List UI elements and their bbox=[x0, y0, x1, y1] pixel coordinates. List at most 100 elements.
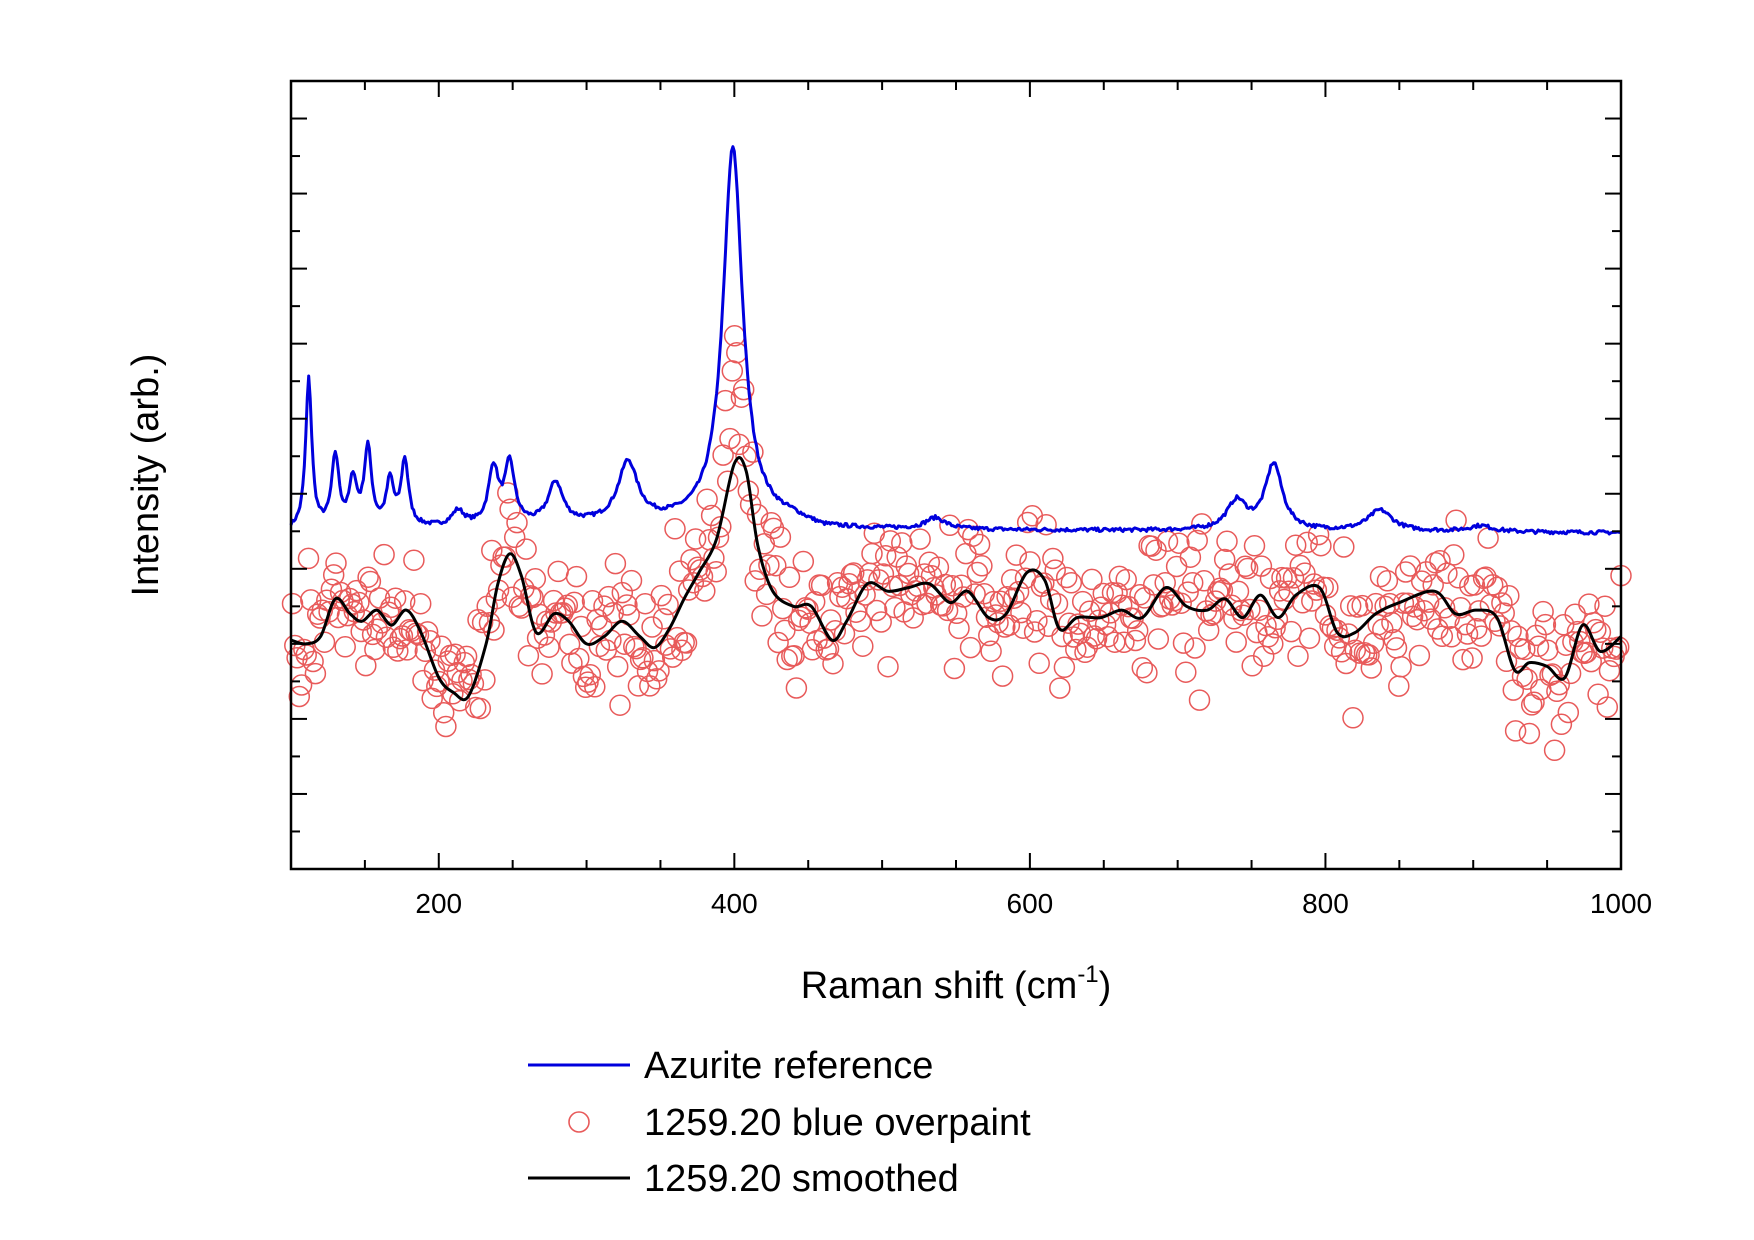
overpaint-marker bbox=[1463, 574, 1486, 596]
overpaint-marker bbox=[751, 605, 773, 627]
overpaint-marker bbox=[604, 552, 627, 575]
overpaint-marker bbox=[1381, 611, 1403, 634]
overpaint-marker bbox=[968, 533, 991, 556]
overpaint-marker bbox=[1236, 557, 1259, 580]
overpaint-marker bbox=[774, 619, 796, 642]
x-tick-label: 200 bbox=[415, 888, 462, 919]
overpaint-marker bbox=[771, 597, 794, 620]
reference-series bbox=[289, 145, 1622, 536]
overpaint-marker bbox=[1394, 561, 1417, 583]
overpaint-marker bbox=[1390, 656, 1412, 678]
overpaint-marker bbox=[1452, 648, 1474, 671]
overpaint-marker bbox=[1046, 592, 1069, 615]
overpaint-marker bbox=[664, 518, 686, 540]
overpaint-marker bbox=[728, 433, 750, 456]
overpaint-marker bbox=[996, 585, 1018, 608]
overpaint-marker bbox=[1509, 637, 1531, 660]
overpaint-marker bbox=[1239, 598, 1261, 621]
overpaint-marker bbox=[286, 647, 308, 669]
overpaint-marker bbox=[1023, 621, 1046, 643]
overpaint-marker bbox=[460, 663, 482, 686]
legend-marker-overpaint bbox=[568, 1111, 590, 1133]
overpaint-marker bbox=[1262, 633, 1284, 655]
overpaint-marker bbox=[1051, 625, 1073, 648]
overpaint-marker bbox=[744, 570, 766, 592]
overpaint-marker bbox=[792, 550, 815, 573]
overpaint-marker bbox=[1181, 571, 1204, 594]
overpaint-marker bbox=[373, 543, 395, 566]
overpaint-marker bbox=[1035, 513, 1057, 536]
overpaint-marker bbox=[503, 526, 526, 549]
overpaint-marker bbox=[1055, 566, 1078, 589]
overpaint-marker bbox=[645, 668, 668, 690]
overpaint-marker bbox=[822, 652, 844, 675]
overpaint-marker bbox=[359, 570, 382, 593]
x-tick-label: 800 bbox=[1302, 888, 1349, 919]
overpaint-marker bbox=[1126, 619, 1149, 642]
overpaint-marker bbox=[1401, 605, 1424, 628]
overpaint-marker bbox=[1339, 595, 1362, 617]
overpaint-marker bbox=[419, 629, 441, 652]
overpaint-marker bbox=[1204, 590, 1227, 612]
reference-line bbox=[289, 145, 1622, 536]
overpaint-marker bbox=[1136, 661, 1158, 684]
overpaint-marker bbox=[1232, 604, 1254, 626]
overpaint-marker bbox=[1383, 629, 1405, 651]
overpaint-marker bbox=[826, 572, 849, 594]
overpaint-marker bbox=[1028, 652, 1050, 675]
overpaint-marker bbox=[1065, 638, 1087, 661]
overpaint-marker bbox=[1165, 555, 1188, 578]
overpaint-marker bbox=[1330, 641, 1353, 663]
overpaint-marker bbox=[1234, 555, 1257, 578]
overpaint-marker bbox=[1516, 668, 1538, 690]
overpaint-marker bbox=[1376, 570, 1399, 592]
overpaint-marker bbox=[1147, 628, 1170, 650]
overpaint-marker bbox=[469, 697, 492, 720]
overpaint-marker bbox=[1197, 619, 1220, 642]
overpaint-marker bbox=[1186, 529, 1208, 552]
overpaint-marker bbox=[412, 669, 434, 692]
overpaint-marker bbox=[705, 560, 727, 583]
overpaint-marker bbox=[455, 645, 478, 668]
overpaint-marker bbox=[1154, 571, 1176, 594]
overpaint-marker bbox=[650, 584, 673, 607]
overpaint-marker bbox=[1374, 595, 1396, 618]
overpaint-marker bbox=[730, 386, 753, 408]
overpaint-marker bbox=[304, 662, 327, 685]
overpaint-marker bbox=[852, 635, 874, 657]
overpaint-marker bbox=[870, 611, 892, 633]
overpaint-marker bbox=[1591, 637, 1614, 659]
overpaint-marker bbox=[1225, 631, 1247, 653]
overpaint-marker bbox=[886, 546, 908, 568]
overpaint-marker bbox=[696, 488, 718, 510]
overpaint-marker bbox=[671, 639, 693, 662]
overpaint-marker bbox=[767, 631, 789, 654]
overpaint-marker bbox=[1170, 592, 1192, 614]
overpaint-marker bbox=[519, 585, 542, 607]
overpaint-marker bbox=[1342, 707, 1364, 729]
overpaint-marker bbox=[563, 591, 585, 614]
overpaint-marker bbox=[1429, 549, 1451, 572]
smoothed-series bbox=[290, 456, 1622, 702]
overpaint-marker bbox=[302, 650, 324, 673]
overpaint-marker bbox=[762, 517, 785, 540]
overpaint-marker bbox=[602, 601, 624, 624]
overpaint-marker bbox=[613, 633, 636, 655]
overpaint-marker bbox=[648, 660, 670, 682]
overpaint-marker bbox=[515, 538, 537, 560]
overpaint-marker bbox=[868, 569, 890, 591]
overpaint-marker bbox=[1115, 568, 1137, 591]
overpaint-marker bbox=[1587, 683, 1609, 706]
overpaint-marker bbox=[1168, 532, 1190, 554]
legend: Azurite reference 1259.20 blue overpaint… bbox=[528, 1045, 1031, 1200]
overpaint-marker bbox=[1282, 567, 1305, 589]
overpaint-marker bbox=[1243, 535, 1266, 557]
overpaint-marker bbox=[428, 670, 450, 693]
overpaint-marker bbox=[1039, 588, 1062, 611]
overpaint-marker bbox=[471, 611, 494, 634]
overpaint-marker bbox=[966, 561, 989, 584]
overpaint-marker bbox=[1044, 559, 1066, 581]
overpaint-marker bbox=[320, 578, 343, 600]
overpaint-marker bbox=[568, 647, 590, 670]
overpaint-marker bbox=[1026, 609, 1048, 632]
